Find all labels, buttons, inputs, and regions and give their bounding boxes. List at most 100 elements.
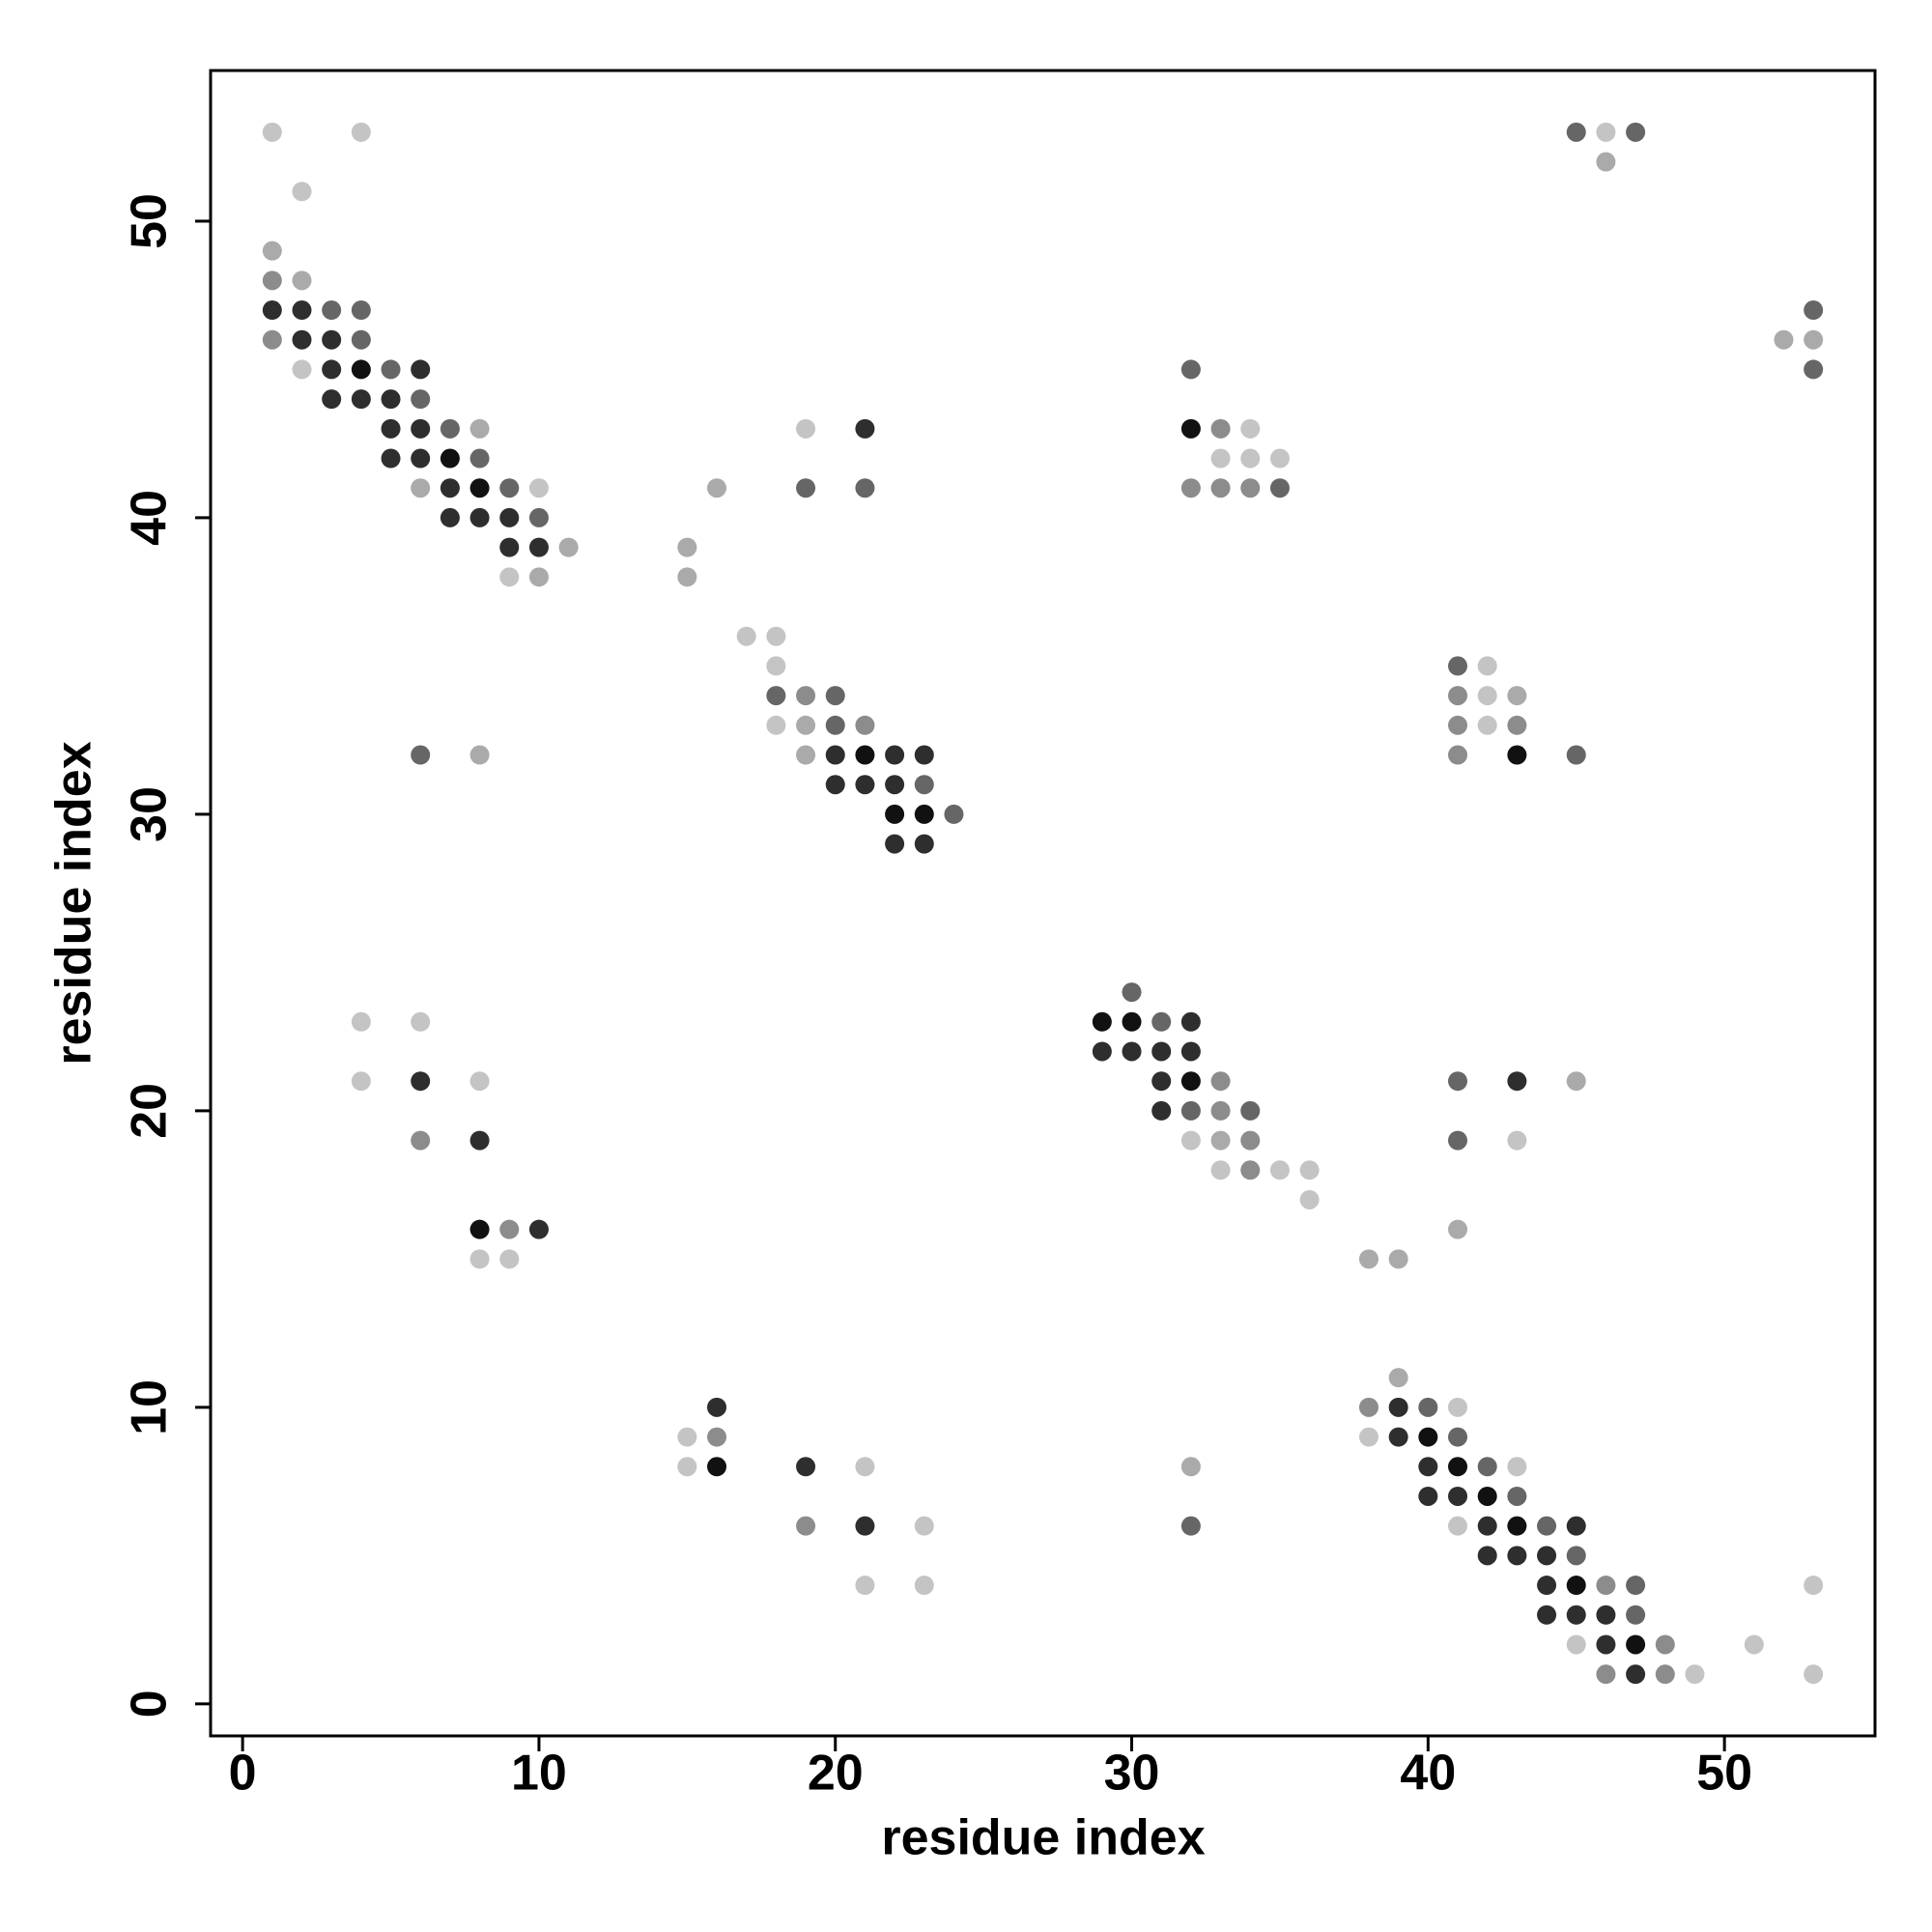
point bbox=[1507, 1516, 1527, 1536]
point bbox=[1210, 448, 1231, 469]
point bbox=[796, 745, 816, 765]
point bbox=[885, 804, 905, 824]
point bbox=[292, 270, 312, 291]
point bbox=[469, 418, 490, 439]
point bbox=[1566, 745, 1586, 765]
point bbox=[411, 418, 431, 439]
point bbox=[1240, 478, 1261, 498]
point bbox=[1566, 122, 1586, 142]
point bbox=[1626, 1664, 1646, 1685]
point bbox=[1804, 1576, 1824, 1596]
point bbox=[1655, 1664, 1675, 1685]
point bbox=[1180, 1100, 1201, 1121]
point bbox=[381, 389, 401, 410]
point bbox=[411, 1071, 431, 1092]
point bbox=[499, 507, 520, 527]
point bbox=[381, 418, 401, 439]
point bbox=[1358, 1397, 1378, 1417]
point bbox=[1448, 656, 1468, 676]
point bbox=[499, 567, 520, 587]
point bbox=[677, 1427, 697, 1447]
point bbox=[351, 359, 371, 380]
point bbox=[1566, 1605, 1586, 1625]
point bbox=[1507, 1071, 1527, 1092]
x-tick-label: 40 bbox=[1400, 1746, 1456, 1802]
point bbox=[1596, 1576, 1616, 1596]
point bbox=[796, 478, 816, 498]
point bbox=[1507, 1457, 1527, 1477]
point bbox=[1744, 1634, 1764, 1655]
point bbox=[262, 122, 282, 142]
point bbox=[1180, 1011, 1201, 1032]
point bbox=[677, 537, 697, 557]
point bbox=[1240, 1130, 1261, 1151]
point bbox=[381, 359, 401, 380]
point bbox=[1122, 1041, 1142, 1062]
point bbox=[914, 804, 934, 824]
point bbox=[1685, 1664, 1705, 1685]
point bbox=[1240, 448, 1261, 469]
point bbox=[440, 507, 460, 527]
point bbox=[411, 1130, 431, 1151]
point bbox=[351, 122, 371, 142]
point bbox=[1180, 1041, 1201, 1062]
point bbox=[1092, 1041, 1112, 1062]
point bbox=[736, 626, 756, 646]
point bbox=[381, 448, 401, 469]
point bbox=[1180, 1516, 1201, 1536]
point bbox=[528, 507, 549, 527]
plot-frame bbox=[209, 69, 1877, 1738]
point bbox=[1566, 1634, 1586, 1655]
point bbox=[469, 1249, 490, 1269]
point bbox=[1388, 1368, 1408, 1388]
point bbox=[1448, 715, 1468, 735]
point bbox=[855, 418, 875, 439]
point bbox=[677, 1457, 697, 1477]
point bbox=[469, 1130, 490, 1151]
point bbox=[707, 478, 727, 498]
point bbox=[292, 182, 312, 202]
point bbox=[411, 1011, 431, 1032]
point bbox=[1151, 1011, 1172, 1032]
point bbox=[1151, 1100, 1172, 1121]
point bbox=[411, 359, 431, 380]
y-tick-label: 50 bbox=[122, 193, 178, 249]
x-tick-label: 20 bbox=[808, 1746, 864, 1802]
point bbox=[1448, 1071, 1468, 1092]
point bbox=[855, 1576, 875, 1596]
point bbox=[322, 329, 342, 350]
point bbox=[1151, 1041, 1172, 1062]
point bbox=[1507, 715, 1527, 735]
point bbox=[1210, 1071, 1231, 1092]
point bbox=[322, 389, 342, 410]
point bbox=[825, 745, 845, 765]
point bbox=[1358, 1249, 1378, 1269]
point bbox=[1626, 1634, 1646, 1655]
point bbox=[411, 389, 431, 410]
point bbox=[1151, 1071, 1172, 1092]
point bbox=[351, 389, 371, 410]
point bbox=[1507, 745, 1527, 765]
point bbox=[1477, 715, 1497, 735]
point bbox=[1180, 359, 1201, 380]
point bbox=[766, 686, 786, 706]
point bbox=[1448, 1457, 1468, 1477]
point bbox=[1448, 1486, 1468, 1506]
point bbox=[1388, 1397, 1408, 1417]
point bbox=[1537, 1605, 1557, 1625]
point bbox=[1537, 1546, 1557, 1566]
point bbox=[1122, 1011, 1142, 1032]
point bbox=[1358, 1427, 1378, 1447]
point bbox=[1596, 1664, 1616, 1685]
y-tick-label: 0 bbox=[122, 1690, 178, 1718]
x-axis-title: residue index bbox=[881, 1810, 1205, 1866]
point bbox=[1210, 418, 1231, 439]
point bbox=[1269, 478, 1290, 498]
point bbox=[1210, 478, 1231, 498]
y-tick-label: 40 bbox=[122, 490, 178, 546]
point bbox=[914, 775, 934, 795]
point bbox=[1092, 1011, 1112, 1032]
point bbox=[1774, 329, 1794, 350]
point bbox=[1448, 1427, 1468, 1447]
